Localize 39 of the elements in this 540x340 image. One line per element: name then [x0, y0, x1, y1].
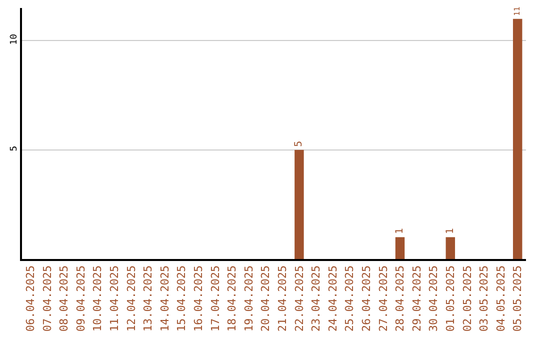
x-tick-label: 01.05.2025	[444, 265, 457, 332]
bar	[446, 237, 456, 259]
x-tick-label: 26.04.2025	[360, 265, 373, 332]
x-tick-label: 07.04.2025	[40, 265, 54, 332]
x-tick-label: 23.04.2025	[310, 265, 323, 332]
x-tick-label: 28.04.2025	[394, 265, 407, 332]
y-tick-label: 10	[9, 34, 20, 45]
data-label: 11	[512, 6, 522, 16]
x-tick-label: 09.04.2025	[74, 265, 88, 332]
x-tick-label: 12.04.2025	[124, 265, 138, 332]
bar	[395, 237, 405, 259]
x-tick-label: 10.04.2025	[91, 265, 104, 332]
data-label: 1	[394, 228, 406, 234]
x-tick-label: 15.04.2025	[175, 265, 188, 332]
x-tick-label: 11.04.2025	[108, 265, 121, 332]
x-tick-label: 22.04.2025	[292, 265, 306, 332]
bar	[294, 150, 304, 259]
x-tick-label: 04.05.2025	[494, 265, 508, 332]
data-label: 1	[444, 228, 456, 234]
x-tick-label: 06.04.2025	[24, 265, 37, 332]
x-tick-label: 29.04.2025	[410, 265, 424, 332]
x-tick-label: 16.04.2025	[192, 265, 205, 332]
x-tick-label: 19.04.2025	[242, 265, 256, 332]
x-tick-label: 08.04.2025	[58, 265, 71, 332]
x-tick-label: 14.04.2025	[158, 265, 172, 332]
x-tick-label: 20.04.2025	[259, 265, 272, 332]
x-tick-label: 21.04.2025	[276, 265, 289, 332]
bar	[512, 18, 522, 259]
x-tick-label: 27.04.2025	[376, 265, 390, 332]
x-tick-label: 25.04.2025	[343, 265, 356, 332]
x-tick-label: 03.05.2025	[478, 265, 491, 332]
x-tick-label: 30.04.2025	[427, 265, 440, 332]
x-tick-label: 17.04.2025	[208, 265, 222, 332]
data-label: 5	[294, 140, 305, 147]
x-tick-label: 13.04.2025	[142, 265, 155, 332]
x-tick-label: 05.05.2025	[511, 265, 524, 332]
x-tick-label: 18.04.2025	[226, 265, 239, 332]
x-tick-label: 02.05.2025	[460, 265, 474, 332]
x-tick-label: 24.04.2025	[326, 265, 340, 332]
